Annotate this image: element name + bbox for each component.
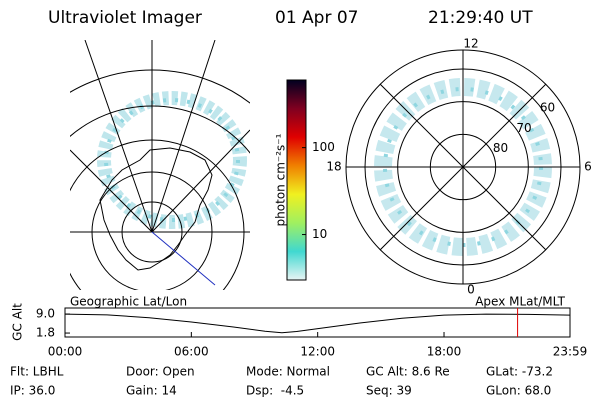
status-field: Gain: 14 (126, 384, 177, 398)
mlt-label: 18 (326, 160, 341, 174)
status-field: Flt: LBHL (10, 365, 64, 379)
polar-plot (345, 49, 581, 285)
status-field: GLon: 68.0 (486, 384, 551, 398)
colorbar-tick-label: 10 (312, 227, 327, 241)
mlt-label: 12 (463, 37, 478, 51)
x-tick-label: 12:00 (300, 345, 335, 359)
lat-label: 80 (493, 141, 508, 155)
status-field: Mode: Normal (246, 365, 330, 379)
lat-label: 60 (540, 101, 555, 115)
x-tick-label: 23:59 (553, 345, 588, 359)
x-tick-label: 00:00 (48, 345, 83, 359)
lat-ring (364, 68, 562, 266)
right-label: Apex MLat/MLT (475, 295, 565, 309)
alt-line (64, 313, 571, 334)
colorbar (286, 79, 307, 281)
status-field: IP: 36.0 (10, 384, 55, 398)
status-field: GLat: -73.2 (486, 365, 553, 379)
colorbar-tick-label: 100 (312, 140, 335, 154)
x-tick-label: 06:00 (174, 345, 209, 359)
lat-label: 70 (516, 121, 531, 135)
instrument: Ultraviolet Imager (48, 8, 202, 28)
lat-ring (429, 133, 497, 201)
time: 21:29:40 UT (428, 8, 533, 28)
lat-ring (397, 101, 529, 233)
y-tick-label: 9.0 (36, 307, 55, 321)
mlt-label: 0 (467, 283, 475, 297)
y-axis-label: GC Alt (11, 303, 25, 341)
left-label: Geographic Lat/Lon (70, 295, 187, 309)
geo-map (70, 40, 250, 290)
colorbar-label: photon cm⁻²s⁻¹ (274, 133, 288, 226)
status-field: Door: Open (126, 365, 195, 379)
status-field: Seq: 39 (366, 384, 412, 398)
mlt-label: 6 (584, 160, 592, 174)
date: 01 Apr 07 (275, 8, 358, 28)
status-field: GC Alt: 8.6 Re (366, 365, 450, 379)
status-field: Dsp: -4.5 (246, 384, 304, 398)
x-tick-label: 18:00 (427, 345, 462, 359)
y-tick-label: 1.8 (36, 326, 55, 340)
